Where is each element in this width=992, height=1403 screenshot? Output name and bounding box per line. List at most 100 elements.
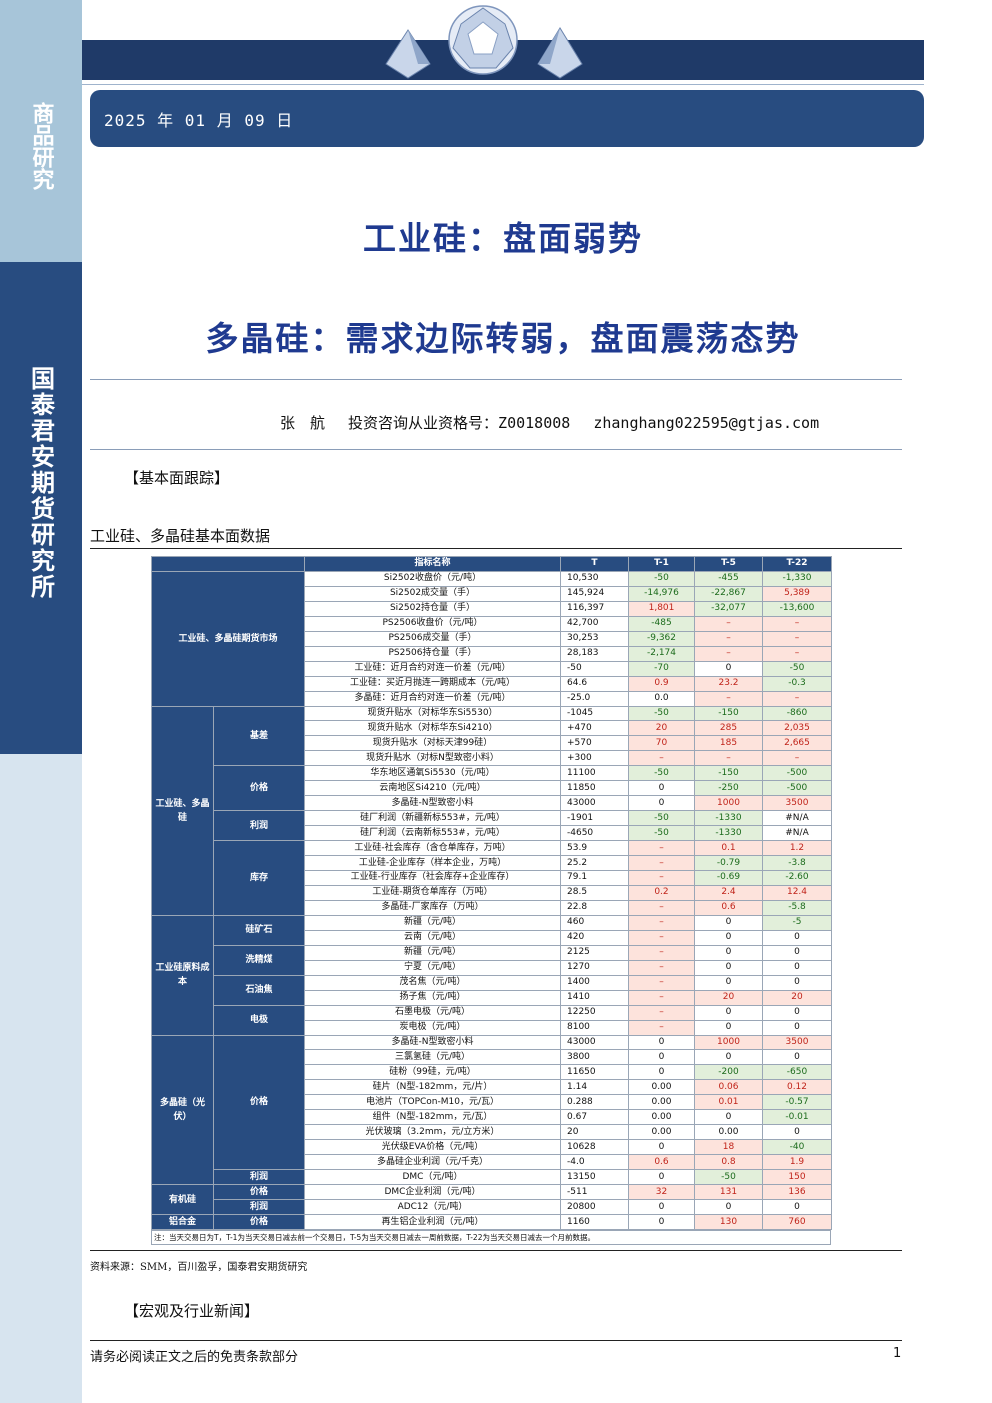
indicator-cell: PS2506持仓量（手）	[304, 645, 561, 662]
divider	[90, 449, 902, 450]
indicator-cell: 现货升贴水（对标天津99硅）	[304, 735, 561, 752]
value-t5-cell: 0	[694, 944, 763, 961]
value-t5-cell: -0.69	[694, 870, 763, 886]
value-t22-cell: -500	[762, 765, 832, 782]
value-t22-cell: -1,330	[762, 570, 832, 587]
value-t22-cell: 150	[762, 1169, 832, 1186]
value-t22-cell: 5,389	[762, 585, 832, 602]
value-t-cell: 12250	[560, 1004, 629, 1021]
table-row: 云南地区Si4210（元/吨） 11850 0 -250 -500	[152, 780, 832, 797]
value-t-cell: -1901	[560, 810, 629, 827]
indicator-cell: Si2502收盘价（元/吨）	[304, 570, 561, 587]
value-t-cell: 1400	[560, 974, 629, 991]
indicator-cell: PS2506成交量（手）	[304, 630, 561, 647]
main-title: 工业硅：盘面弱势	[363, 219, 643, 258]
author-email[interactable]: zhanghang022595@gtjas.com	[593, 414, 820, 432]
indicator-cell: 光伏玻璃（3.2mm，元/立方米）	[304, 1124, 561, 1141]
indicator-cell: 现货升贴水（对标华东Si5530）	[304, 705, 561, 722]
indicator-cell: 多晶硅-厂家库存（万吨）	[304, 899, 561, 916]
value-t1-cell: 0.00	[628, 1094, 695, 1111]
indicator-cell: 现货升贴水（对标华东Si4210）	[304, 720, 561, 737]
value-t-cell: 10,530	[560, 570, 629, 587]
section-news-heading: 【宏观及行业新闻】	[124, 1302, 260, 1320]
table-row: 多晶硅（光伏） 价格 多晶硅-N型致密小料 43000 0 1000 3500	[151, 1034, 832, 1186]
table-row: 多晶硅-厂家库存（万吨） 22.8–0.6 -5.8	[152, 899, 832, 916]
table-row: 洗精煤 新疆（元/吨） 2125–0 0	[152, 944, 832, 976]
value-t22-cell: -40	[762, 1139, 832, 1156]
indicator-cell: 光伏级EVA价格（元/吨）	[304, 1139, 561, 1156]
value-t-cell: 460	[560, 914, 629, 931]
value-t5-cell: 20	[694, 989, 763, 1006]
value-t1-cell: -50	[628, 765, 695, 782]
sidebar-mid: 国泰君安期货研究所	[0, 262, 82, 754]
category-cell: 工业硅、多晶硅	[151, 705, 214, 916]
indicator-cell: 三氯氢硅（元/吨）	[304, 1049, 561, 1066]
table-row: 硅厂利润（云南新标553#，元/吨） -4650 -50 -1330 #N/A	[152, 825, 832, 842]
fundamental-data-table: 指标名称 T T-1 T-5 T-22 工业硅、多晶硅期货市场 Si2502收盘价…	[151, 556, 832, 1231]
header-line	[82, 84, 924, 85]
subcategory-cell: 价格	[213, 1214, 305, 1231]
author-name: 张 航	[280, 414, 326, 432]
indicator-cell: 电池片（TOPCon-M10，元/瓦）	[304, 1094, 561, 1111]
subcategory-cell: 基差	[213, 705, 305, 767]
value-t5-cell: 0.6	[694, 899, 763, 916]
value-t22-cell: 0	[762, 1199, 832, 1216]
indicator-cell: 工业硅-期货仓单库存（万吨）	[304, 884, 561, 901]
value-t1-cell: -50	[628, 825, 695, 842]
value-t5-cell: -0.79	[694, 855, 763, 872]
indicator-cell: 硅厂利润（新疆新标553#，元/吨）	[304, 810, 561, 827]
value-t1-cell: -9,362	[628, 630, 695, 647]
page-number: 1	[893, 1346, 902, 1361]
subcategory-cell: 库存	[213, 840, 305, 916]
table-row: 现货升贴水（对标N型致密小料） +300– – –	[152, 750, 832, 767]
value-t-cell: 30,253	[560, 630, 629, 647]
value-t5-cell: –	[694, 645, 763, 662]
value-t5-cell: 0	[694, 959, 763, 976]
value-t5-cell: -50	[694, 1169, 763, 1186]
indicator-cell: 石墨电极（元/吨）	[304, 1004, 561, 1021]
value-t-cell: 28,183	[560, 645, 629, 662]
subcategory-cell: 洗精煤	[213, 944, 305, 976]
subcategory-cell: 硅矿石	[213, 914, 305, 946]
table-row: 扬子焦（元/吨） 1410–20 20	[152, 989, 832, 1006]
sidebar-top: 商品研究	[0, 0, 82, 262]
value-t1-cell: –	[628, 944, 695, 961]
value-t22-cell: 2,665	[762, 735, 832, 752]
value-t-cell: 20800	[560, 1199, 629, 1216]
divider	[90, 379, 902, 380]
section-fundamental-heading: 【基本面跟踪】	[124, 469, 230, 487]
value-t1-cell: –	[628, 989, 695, 1006]
header-blank	[151, 556, 305, 572]
table-row: 利润 ADC12（元/吨） 20800 0 0 0	[152, 1199, 832, 1216]
value-t5-cell: 1000	[694, 1034, 763, 1051]
value-t1-cell: –	[628, 840, 695, 857]
value-t5-cell: 0.8	[694, 1154, 763, 1171]
category-cell: 工业硅、多晶硅期货市场	[151, 570, 305, 707]
indicator-cell: Si2502成交量（手）	[304, 585, 561, 602]
indicator-cell: 茂名焦（元/吨）	[304, 974, 561, 991]
value-t1-cell: 0.00	[628, 1079, 695, 1096]
value-t22-cell: 0.12	[762, 1079, 832, 1096]
value-t1-cell: 0	[628, 1199, 695, 1216]
value-t22-cell: -5.8	[762, 899, 832, 916]
table-row: 光伏玻璃（3.2mm，元/立方米） 20 0.00 0.00 0	[152, 1124, 832, 1141]
value-t1-cell: 0.6	[628, 1154, 695, 1171]
report-date: 2025 年 01 月 09 日	[104, 111, 294, 130]
value-t-cell: 53.9	[560, 840, 629, 857]
indicator-cell: Si2502持仓量（手）	[304, 600, 561, 617]
value-t22-cell: 0	[762, 1004, 832, 1021]
value-t-cell: -1045	[560, 705, 629, 722]
value-t-cell: 0.288	[560, 1094, 629, 1111]
value-t22-cell: -860	[762, 705, 832, 722]
value-t-cell: -50	[560, 660, 629, 677]
value-t1-cell: 0.0	[628, 690, 695, 707]
value-t5-cell: 0.06	[694, 1079, 763, 1096]
indicator-cell: 华东地区通氧Si5530（元/吨）	[304, 765, 561, 782]
category-cell: 多晶硅（光伏）	[151, 1034, 214, 1186]
value-t22-cell: 2,035	[762, 720, 832, 737]
value-t5-cell: 285	[694, 720, 763, 737]
divider	[90, 1340, 902, 1341]
value-t1-cell: 0	[628, 1034, 695, 1051]
value-t22-cell: 3500	[762, 1034, 832, 1051]
divider	[90, 1250, 902, 1251]
